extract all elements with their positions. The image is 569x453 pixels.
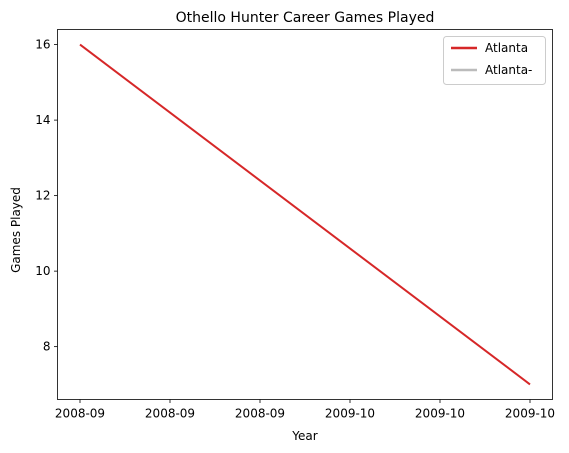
y-tick-label: 14 (35, 113, 50, 127)
legend: Atlanta Atlanta- (443, 36, 546, 85)
y-tick-label: 10 (35, 264, 50, 278)
chart-title: Othello Hunter Career Games Played (176, 10, 435, 26)
y-axis-ticks: 8 10 12 14 16 (35, 38, 58, 354)
x-tick-label: 2009-10 (415, 407, 465, 421)
series-layer (79, 43, 531, 386)
y-tick-label: 12 (35, 189, 50, 203)
x-tick-label: 2008-09 (145, 407, 195, 421)
plot-frame (57, 29, 553, 400)
legend-label-atlanta-dash: Atlanta- (485, 63, 532, 77)
x-axis-ticks: 2008-09 2008-09 2008-09 2009-10 2009-10 2009-… (55, 399, 555, 421)
y-tick-label: 16 (35, 38, 50, 52)
x-tick-label: 2008-09 (55, 407, 105, 421)
x-tick-label: 2009-10 (325, 407, 375, 421)
x-tick-label: 2009-10 (505, 407, 555, 421)
legend-label-atlanta: Atlanta (485, 41, 528, 55)
series-line-atlanta (79, 43, 531, 386)
y-axis-title: Games Played (9, 187, 23, 273)
x-axis-title: Year (291, 429, 317, 443)
y-tick-label: 8 (43, 340, 51, 354)
x-tick-label: 2008-09 (235, 407, 285, 421)
